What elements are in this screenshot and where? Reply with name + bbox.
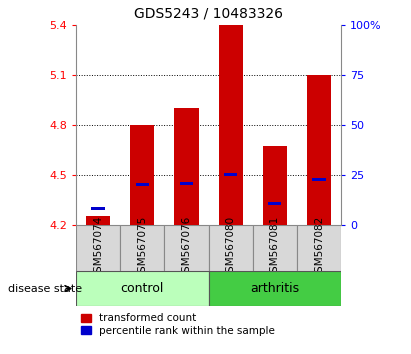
Text: control: control [120,282,164,295]
Text: GSM567075: GSM567075 [137,216,147,279]
Bar [263,147,287,225]
Text: arthritis: arthritis [250,282,300,295]
Bar [76,225,120,271]
Bar [136,183,149,186]
Title: GDS5243 / 10483326: GDS5243 / 10483326 [134,7,283,21]
Bar [268,202,282,205]
Bar [312,178,326,181]
Bar [209,225,253,271]
Bar [92,207,105,210]
Bar [253,225,297,271]
Text: GSM567076: GSM567076 [182,216,192,279]
Text: GSM567081: GSM567081 [270,216,280,279]
Text: GSM567082: GSM567082 [314,216,324,279]
Bar [120,225,164,271]
Bar [224,173,237,176]
Bar [76,271,209,306]
Bar [164,225,209,271]
Bar [174,108,199,225]
Text: GSM567074: GSM567074 [93,216,103,279]
Bar [219,25,243,225]
Text: GSM567080: GSM567080 [226,216,236,279]
Text: disease state: disease state [8,284,82,293]
Bar [297,225,341,271]
Bar [209,271,341,306]
Bar [86,216,110,225]
Bar [180,182,193,185]
Legend: transformed count, percentile rank within the sample: transformed count, percentile rank withi… [81,313,275,336]
Bar [307,75,331,225]
Bar [130,125,155,225]
